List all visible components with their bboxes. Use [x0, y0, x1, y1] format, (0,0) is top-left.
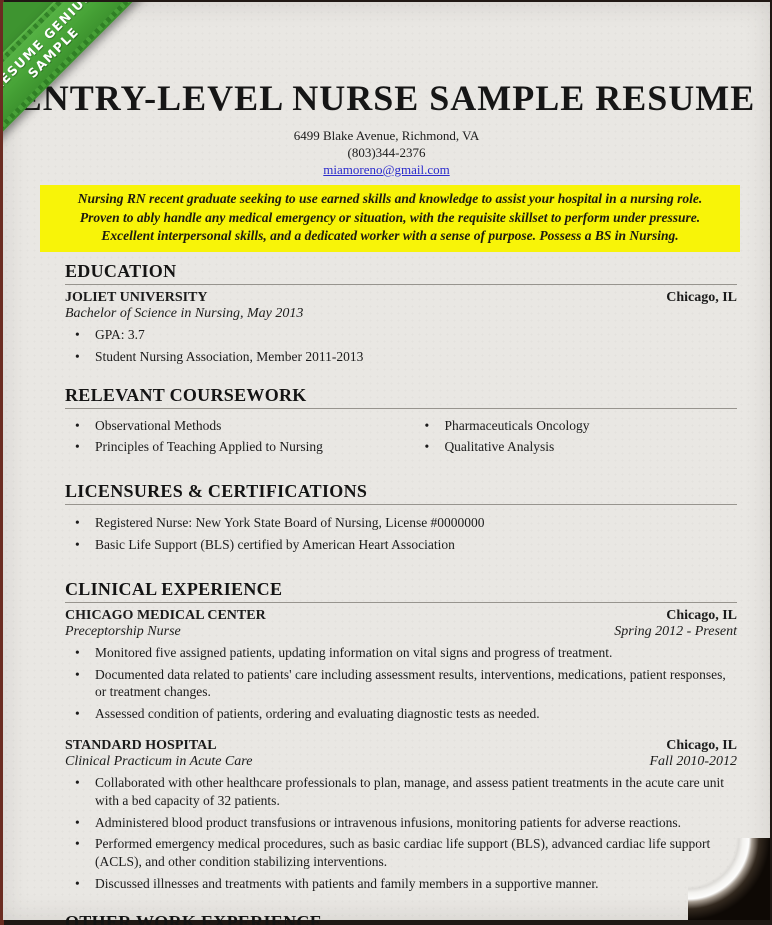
education-entry: JOLIET UNIVERSITY Chicago, IL Bachelor o… [65, 290, 737, 366]
licensures-bullets: Registered Nurse: New York State Board o… [65, 514, 737, 554]
list-item: Observational Methods [65, 417, 414, 435]
education-org: JOLIET UNIVERSITY [65, 289, 208, 305]
list-item: Pharmaceuticals Oncology [414, 417, 737, 435]
page-curl-corner [688, 838, 770, 920]
list-item: Administered blood product transfusions … [65, 814, 737, 832]
job-dates: Spring 2012 - Present [614, 623, 737, 639]
section-clinical-experience: CLINICAL EXPERIENCE CHICAGO MEDICAL CENT… [65, 579, 737, 893]
job-title: Clinical Practicum in Acute Care [65, 754, 253, 769]
employer-location: Chicago, IL [666, 607, 737, 623]
employer-name: CHICAGO MEDICAL CENTER [65, 607, 266, 623]
ribbon-band: RESUME GENIUS SAMPLE [3, 2, 167, 166]
list-item: Qualitative Analysis [414, 438, 737, 456]
email-link[interactable]: miamoreno@gmail.com [323, 162, 450, 177]
list-item: Performed emergency medical procedures, … [65, 835, 737, 871]
clinical-entry-chicago-medical: CHICAGO MEDICAL CENTER Chicago, IL Prece… [65, 608, 737, 723]
other-work-heading: OTHER WORK EXPERIENCE [65, 912, 737, 925]
list-item: Registered Nurse: New York State Board o… [65, 514, 737, 532]
coursework-right-column: Pharmaceuticals Oncology Qualitative Ana… [414, 417, 737, 461]
contact-block: 6499 Blake Avenue, Richmond, VA (803)344… [3, 127, 770, 178]
page-title: ENTRY-LEVEL NURSE SAMPLE RESUME [17, 78, 756, 118]
resume-page: ENTRY-LEVEL NURSE SAMPLE RESUME 6499 Bla… [3, 2, 770, 925]
list-item: Assessed condition of patients, ordering… [65, 705, 737, 723]
job-title: Preceptorship Nurse [65, 623, 181, 639]
objective-highlight: Nursing RN recent graduate seeking to us… [40, 185, 740, 252]
job-bullets: Monitored five assigned patients, updati… [65, 644, 737, 723]
coursework-heading: RELEVANT COURSEWORK [65, 385, 737, 409]
employer-location: Chicago, IL [666, 738, 737, 753]
job-bullets: Collaborated with other healthcare profe… [65, 774, 737, 893]
resume-body: EDUCATION JOLIET UNIVERSITY Chicago, IL … [65, 261, 737, 925]
education-location: Chicago, IL [666, 289, 737, 305]
list-item: Collaborated with other healthcare profe… [65, 774, 737, 810]
education-degree: Bachelor of Science in Nursing, May 2013 [65, 305, 304, 321]
education-heading: EDUCATION [65, 261, 737, 285]
contact-address: 6499 Blake Avenue, Richmond, VA [293, 128, 480, 143]
contact-phone: (803)344-2376 [347, 145, 426, 160]
list-item: Basic Life Support (BLS) certified by Am… [65, 536, 737, 554]
list-item: Principles of Teaching Applied to Nursin… [65, 438, 414, 456]
list-item: Discussed illnesses and treatments with … [65, 875, 737, 893]
list-item: Documented data related to patients' car… [65, 666, 737, 702]
list-item: Monitored five assigned patients, updati… [65, 644, 737, 662]
sample-ribbon: RESUME GENIUS SAMPLE [3, 2, 213, 212]
section-coursework: RELEVANT COURSEWORK Observational Method… [65, 385, 737, 461]
education-bullets: GPA: 3.7 Student Nursing Association, Me… [65, 326, 737, 366]
section-education: EDUCATION JOLIET UNIVERSITY Chicago, IL … [65, 261, 737, 366]
licensures-heading: LICENSURES & CERTIFICATIONS [65, 481, 737, 506]
employer-name: STANDARD HOSPITAL [65, 738, 217, 753]
clinical-entry-standard-hospital: STANDARD HOSPITAL Chicago, IL Clinical P… [65, 738, 737, 893]
list-item: GPA: 3.7 [65, 326, 737, 344]
section-other-work: OTHER WORK EXPERIENCE CAMPUS COMPUTER LA… [65, 912, 737, 925]
section-licensures: LICENSURES & CERTIFICATIONS Registered N… [65, 481, 737, 554]
job-dates: Fall 2010-2012 [649, 754, 738, 769]
list-item: Student Nursing Association, Member 2011… [65, 348, 737, 366]
clinical-heading: CLINICAL EXPERIENCE [65, 579, 737, 603]
coursework-left-column: Observational Methods Principles of Teac… [65, 417, 414, 461]
